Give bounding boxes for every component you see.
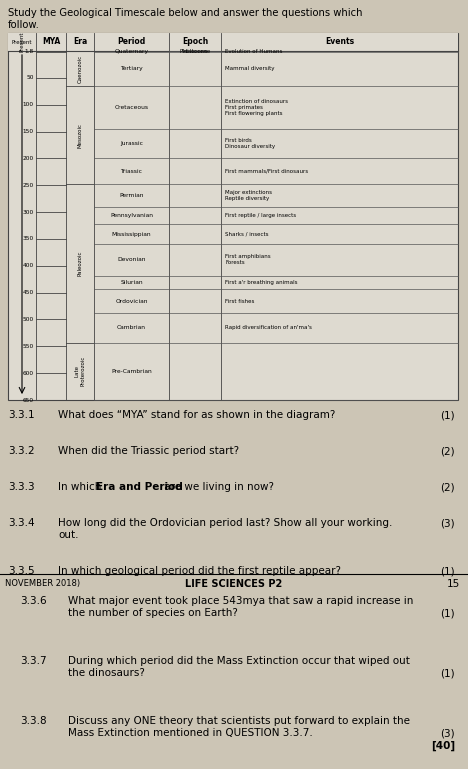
Text: Mesozoic: Mesozoic	[78, 122, 82, 148]
Text: Mississippian: Mississippian	[112, 231, 151, 237]
Text: Late
Proterozoic: Late Proterozoic	[74, 356, 85, 387]
Text: Cretaceous: Cretaceous	[115, 105, 148, 110]
Text: Discuss any ONE theory that scientists put forward to explain the
Mass Extinctio: Discuss any ONE theory that scientists p…	[68, 716, 410, 737]
Text: 200: 200	[23, 156, 34, 161]
Text: Paleozoic: Paleozoic	[78, 251, 82, 276]
Text: How long did the Ordovician period last? Show all your working.
out.: How long did the Ordovician period last?…	[58, 518, 392, 540]
Text: 1.8: 1.8	[25, 49, 34, 55]
Text: 400: 400	[23, 263, 34, 268]
Text: Sharks / insects: Sharks / insects	[225, 231, 269, 237]
Text: 450: 450	[23, 290, 34, 295]
Text: Period: Period	[117, 38, 146, 46]
Text: 3.3.1: 3.3.1	[8, 410, 35, 420]
Text: 500: 500	[23, 317, 34, 322]
Text: 100: 100	[23, 102, 34, 107]
Text: Epoch: Epoch	[182, 38, 208, 46]
Text: 3.3.8: 3.3.8	[20, 716, 47, 726]
Text: In which: In which	[58, 482, 105, 492]
Text: 300: 300	[23, 210, 34, 215]
Text: 3.3.4: 3.3.4	[8, 518, 35, 528]
Text: follow.: follow.	[8, 20, 40, 30]
Text: 150: 150	[23, 129, 34, 134]
Text: Holocene: Holocene	[182, 48, 208, 54]
Text: Era: Era	[73, 38, 87, 46]
Text: Present: Present	[12, 39, 32, 45]
Text: Quaternary: Quaternary	[115, 49, 148, 54]
Text: (2): (2)	[440, 446, 455, 456]
Text: NOVEMBER 2018): NOVEMBER 2018)	[5, 579, 80, 588]
Text: 350: 350	[23, 236, 34, 241]
Text: (1): (1)	[440, 668, 455, 678]
Text: First mammals/First dinosaurs: First mammals/First dinosaurs	[225, 168, 308, 174]
Text: Era and Period: Era and Period	[96, 482, 183, 492]
Text: What major event took place 543mya that saw a rapid increase in
the number of sp: What major event took place 543mya that …	[68, 596, 413, 618]
Text: (1): (1)	[440, 608, 455, 618]
Text: Caenozoic: Caenozoic	[78, 55, 82, 82]
Text: 3.3.5: 3.3.5	[8, 566, 35, 576]
Text: First a'r breathing animals: First a'r breathing animals	[225, 280, 298, 285]
Text: MYA: MYA	[42, 38, 60, 46]
Text: First fishes: First fishes	[225, 298, 255, 304]
Text: 650: 650	[23, 398, 34, 402]
Text: 3.3.2: 3.3.2	[8, 446, 35, 456]
Text: (3): (3)	[440, 518, 455, 528]
Text: [40]: [40]	[431, 741, 455, 751]
Text: Ordovician: Ordovician	[115, 298, 148, 304]
Text: 3.3.6: 3.3.6	[20, 596, 47, 606]
Text: Devonian: Devonian	[117, 258, 146, 262]
Text: Pre-Cambrian: Pre-Cambrian	[111, 369, 152, 374]
Text: 250: 250	[23, 183, 34, 188]
Text: Evolution of Humans: Evolution of Humans	[225, 49, 282, 54]
Text: Pleistocene: Pleistocene	[179, 49, 211, 54]
Text: Extinction of dinosaurs
First primates
First flowering plants: Extinction of dinosaurs First primates F…	[225, 99, 288, 115]
Text: Tertiary: Tertiary	[120, 66, 143, 72]
Text: are we living in now?: are we living in now?	[161, 482, 274, 492]
Text: (1): (1)	[440, 410, 455, 420]
Bar	[8, 33, 458, 51]
Text: 50: 50	[27, 75, 34, 80]
Text: First birds
Dinosaur diversity: First birds Dinosaur diversity	[225, 138, 275, 149]
Text: When did the Triassic period start?: When did the Triassic period start?	[58, 446, 239, 456]
Text: First reptile / large insects: First reptile / large insects	[225, 213, 296, 218]
Text: Events: Events	[325, 38, 354, 46]
Text: Major extinctions
Reptile diversity: Major extinctions Reptile diversity	[225, 190, 272, 201]
Text: Mammal diversity: Mammal diversity	[225, 66, 275, 72]
Text: During which period did the Mass Extinction occur that wiped out
the dinosaurs?: During which period did the Mass Extinct…	[68, 656, 410, 677]
Text: Study the Geological Timescale below and answer the questions which: Study the Geological Timescale below and…	[8, 8, 363, 18]
Text: Jurassic: Jurassic	[120, 141, 143, 146]
Text: Permian: Permian	[119, 193, 144, 198]
Text: 3.3.3: 3.3.3	[8, 482, 35, 492]
Text: 600: 600	[23, 371, 34, 375]
Text: In which geological period did the first reptile appear?: In which geological period did the first…	[58, 566, 341, 576]
Text: Pennsylvanian: Pennsylvanian	[110, 213, 153, 218]
Text: First amphibians
Forests: First amphibians Forests	[225, 255, 271, 265]
Text: Triassic: Triassic	[120, 168, 142, 174]
Text: Cambrian: Cambrian	[117, 325, 146, 330]
Text: What does “MYA” stand for as shown in the diagram?: What does “MYA” stand for as shown in th…	[58, 410, 336, 420]
Text: Rapid diversification of an'ma's: Rapid diversification of an'ma's	[225, 325, 312, 330]
Text: Silurian: Silurian	[120, 280, 143, 285]
Text: Present: Present	[20, 32, 24, 52]
Bar	[8, 33, 458, 400]
Text: 3.3.7: 3.3.7	[20, 656, 47, 666]
Text: (2): (2)	[440, 482, 455, 492]
Text: 550: 550	[23, 344, 34, 349]
Text: (1): (1)	[440, 566, 455, 576]
Text: (3): (3)	[440, 728, 455, 738]
Text: LIFE SCIENCES P2: LIFE SCIENCES P2	[185, 579, 283, 589]
Text: 15: 15	[447, 579, 460, 589]
